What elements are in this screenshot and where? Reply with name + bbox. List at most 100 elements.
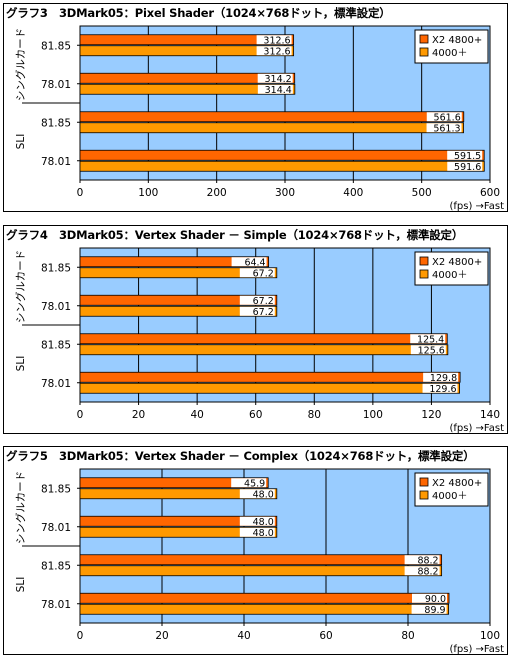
bar-value-label: 312.6 [263, 46, 290, 57]
bar-value-box [411, 604, 447, 614]
bar-value-box [239, 527, 275, 537]
legend-label: X2 4800+ [432, 35, 482, 46]
bar-value-label: 48.0 [253, 528, 274, 539]
bar [79, 256, 270, 268]
bar-value-label: 561.3 [433, 123, 460, 134]
bar-value-box [422, 383, 458, 393]
x-axis-label: (fps) →Fast [449, 201, 504, 212]
bar-value-label: 561.6 [434, 112, 461, 123]
category-label: 81.85 [41, 262, 71, 274]
x-tick-label: 20 [132, 409, 145, 421]
x-axis-label: (fps) →Fast [449, 644, 504, 655]
x-tick-label: 120 [421, 409, 441, 421]
bar-value-box [257, 73, 293, 83]
bar [79, 333, 448, 345]
bar-value-label: 591.5 [454, 151, 481, 162]
group-label: シングルカード [14, 28, 27, 101]
x-tick-label: 80 [401, 630, 414, 642]
bar [79, 305, 278, 317]
bar-value-label: 48.0 [253, 489, 274, 500]
x-axis-label: (fps) →Fast [449, 423, 504, 434]
x-tick-label: 140 [480, 409, 500, 421]
bar-value-box [404, 555, 440, 565]
x-tick-label: 40 [237, 630, 250, 642]
x-tick-label: 80 [308, 409, 321, 421]
bar [79, 160, 485, 172]
category-label: 78.01 [41, 301, 71, 313]
bar-value-box [426, 123, 462, 133]
bar-value-box [404, 566, 440, 576]
group-label: シングルカード [14, 471, 27, 544]
bar-value-label: 312.6 [263, 35, 290, 46]
chart-title: グラフ4 3DMark05：Vertex Shader － Simple（102… [6, 228, 464, 242]
bar-value-box [447, 161, 483, 171]
bar [79, 149, 485, 161]
bar-value-box [447, 150, 483, 160]
chart-panel-vertex-simple: グラフ4 3DMark05：Vertex Shader － Simple（102… [3, 225, 508, 434]
bar-value-label: 90.0 [425, 594, 446, 605]
chart-panel-vertex-complex: グラフ5 3DMark05：Vertex Shader － Complex（10… [3, 446, 508, 655]
x-tick-label: 100 [363, 409, 383, 421]
bar-value-box [410, 345, 446, 355]
category-label: 78.01 [41, 378, 71, 390]
legend-swatch [419, 34, 429, 44]
category-label: 78.01 [41, 522, 71, 534]
x-tick-label: 100 [480, 630, 500, 642]
bar [79, 34, 295, 46]
bar [79, 565, 443, 577]
group-label: シングルカード [14, 250, 27, 323]
category-label: 81.85 [41, 560, 71, 572]
bar [79, 603, 449, 615]
bar-value-label: 89.9 [424, 605, 445, 616]
bar [79, 267, 278, 279]
bar [79, 122, 464, 134]
bar [79, 111, 465, 123]
x-tick-label: 0 [77, 409, 84, 421]
category-label: 78.01 [41, 599, 71, 611]
bar-value-label: 67.2 [253, 296, 274, 307]
bar-value-label: 314.2 [265, 74, 292, 85]
bar-value-label: 64.4 [244, 257, 265, 268]
legend-swatch [419, 477, 429, 487]
category-label: 78.01 [41, 79, 71, 91]
legend-swatch [419, 490, 429, 500]
legend-label: 4000＋ [432, 270, 467, 281]
bar-value-box [239, 516, 275, 526]
bar-value-label: 314.4 [265, 85, 292, 96]
x-tick-label: 300 [275, 187, 295, 199]
bar [79, 477, 269, 489]
chart-panel-pixel-shader: グラフ3 3DMark05：Pixel Shader（1024×768ドット，標… [3, 3, 508, 212]
bar-value-label: 591.6 [454, 162, 481, 173]
legend-swatch [419, 269, 429, 279]
bar-value-label: 67.2 [253, 268, 274, 279]
group-label: SLI [15, 356, 27, 372]
bar [79, 382, 460, 394]
legend-label: X2 4800+ [432, 478, 482, 489]
bar-value-label: 125.4 [417, 334, 444, 345]
x-tick-label: 400 [343, 187, 363, 199]
x-tick-label: 20 [155, 630, 168, 642]
bar-value-box [412, 593, 447, 603]
bar-value-box [257, 84, 293, 94]
bar-value-label: 88.2 [417, 555, 438, 566]
bar-value-box [256, 46, 292, 56]
bar-value-box [239, 295, 275, 305]
legend-label: 4000＋ [432, 491, 467, 502]
bar [79, 294, 278, 306]
bar [79, 526, 278, 538]
category-label: 78.01 [41, 156, 71, 168]
bar [79, 554, 443, 566]
x-tick-label: 500 [412, 187, 432, 199]
bar-value-box [410, 334, 446, 344]
chart-title: グラフ5 3DMark05：Vertex Shader － Complex（10… [6, 449, 475, 463]
bar-value-box [426, 112, 462, 122]
x-tick-label: 0 [77, 187, 84, 199]
bar [79, 371, 461, 383]
bar [79, 72, 296, 84]
legend-label: 4000＋ [432, 48, 467, 59]
category-label: 81.85 [41, 40, 71, 52]
bar [79, 83, 296, 95]
bar-value-box [256, 35, 292, 45]
bar-value-box [239, 489, 275, 499]
